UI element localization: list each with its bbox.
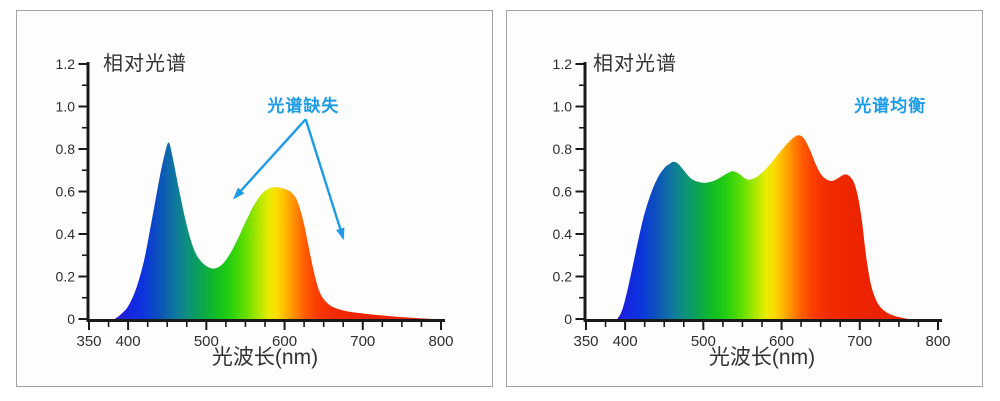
y-tick-label: 0 bbox=[67, 311, 75, 327]
y-tick-label: 0.4 bbox=[56, 226, 76, 242]
y-tick-label: 0.2 bbox=[56, 269, 76, 285]
left-spectrum-panel: 0 0.2 0.4 0.6 0.8 1.0 1.2 350 400 500 600 700 800 相对… bbox=[16, 10, 493, 387]
x-tick-label: 350 bbox=[573, 333, 598, 350]
y-tick-label: 0.8 bbox=[56, 141, 76, 157]
annotation-spectrum-missing-label: 光谱缺失 bbox=[267, 96, 340, 116]
x-axis-title: 光波长(nm) bbox=[211, 346, 319, 369]
y-tick-label: 0.2 bbox=[553, 269, 573, 285]
y-tick-label: 0 bbox=[564, 311, 572, 327]
x-tick-label: 400 bbox=[116, 333, 141, 350]
x-axis-title: 光波长(nm) bbox=[708, 346, 816, 369]
spectrum-area bbox=[114, 142, 435, 319]
chart-title: 相对光谱 bbox=[103, 53, 187, 75]
y-tick-label: 1.0 bbox=[56, 99, 76, 115]
x-tick-label: 500 bbox=[691, 333, 716, 350]
annotation-arrow bbox=[233, 118, 307, 200]
x-tick-label: 700 bbox=[847, 333, 872, 350]
y-tick-label: 0.6 bbox=[56, 184, 76, 200]
x-tick-label: 350 bbox=[76, 333, 101, 350]
x-tick-label: 800 bbox=[428, 333, 453, 350]
annotation-arrow bbox=[304, 118, 345, 241]
chart-title: 相对光谱 bbox=[593, 53, 677, 75]
x-tick-label: 800 bbox=[925, 333, 950, 350]
left-spectrum-chart: 0 0.2 0.4 0.6 0.8 1.0 1.2 350 400 500 600 700 800 bbox=[56, 56, 454, 350]
right-spectrum-chart: 0 0.2 0.4 0.6 0.8 1.0 1.2 350 400 500 600 700 800 bbox=[553, 56, 951, 350]
y-tick-label: 1.2 bbox=[56, 56, 76, 72]
x-tick-label: 700 bbox=[350, 333, 375, 350]
right-spectrum-panel: 0 0.2 0.4 0.6 0.8 1.0 1.2 350 400 500 600 700 800 相对… bbox=[506, 10, 983, 387]
spectrum-area bbox=[617, 135, 910, 319]
y-tick-label: 0.6 bbox=[553, 184, 573, 200]
x-tick-label: 600 bbox=[769, 333, 794, 350]
y-tick-label: 0.8 bbox=[553, 141, 573, 157]
y-tick-label: 0.4 bbox=[553, 226, 573, 242]
y-tick-label: 1.0 bbox=[553, 99, 573, 115]
annotation-spectrum-balanced-label: 光谱均衡 bbox=[854, 96, 927, 116]
y-tick-label: 1.2 bbox=[553, 56, 573, 72]
x-tick-label: 600 bbox=[272, 333, 297, 350]
x-tick-label: 500 bbox=[194, 333, 219, 350]
x-tick-label: 400 bbox=[613, 333, 638, 350]
